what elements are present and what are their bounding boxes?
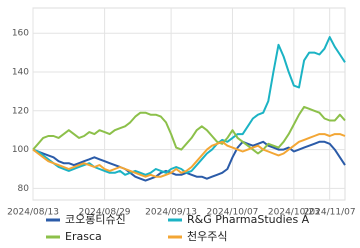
x-tick-label: 2024/08/13	[7, 208, 59, 218]
legend-label: Erasca	[65, 230, 102, 243]
legend-label: 천우주식	[187, 229, 227, 243]
x-tick-label: 2024/09/13	[145, 208, 197, 218]
line	[32, 36, 346, 176]
x-tick-label: 2024/10/23	[268, 208, 320, 218]
line	[32, 133, 346, 178]
y-tick-label: 80	[18, 184, 30, 194]
y-tick-label: 120	[12, 106, 29, 116]
y-tick-label: 160	[12, 29, 29, 39]
y-tick-label: 100	[12, 145, 29, 155]
y-tick-label: 140	[12, 68, 29, 78]
line	[32, 105, 346, 155]
legend-label: 코오롱티슈진	[65, 213, 126, 226]
x-tick-label: 2024/11/07	[304, 208, 356, 218]
x-tick-label: 2024/08/29	[79, 208, 131, 218]
legend-label: R&G PharmaStudies A	[187, 213, 310, 226]
x-tick-label: 2024/10/07	[207, 208, 259, 218]
line	[32, 140, 346, 182]
